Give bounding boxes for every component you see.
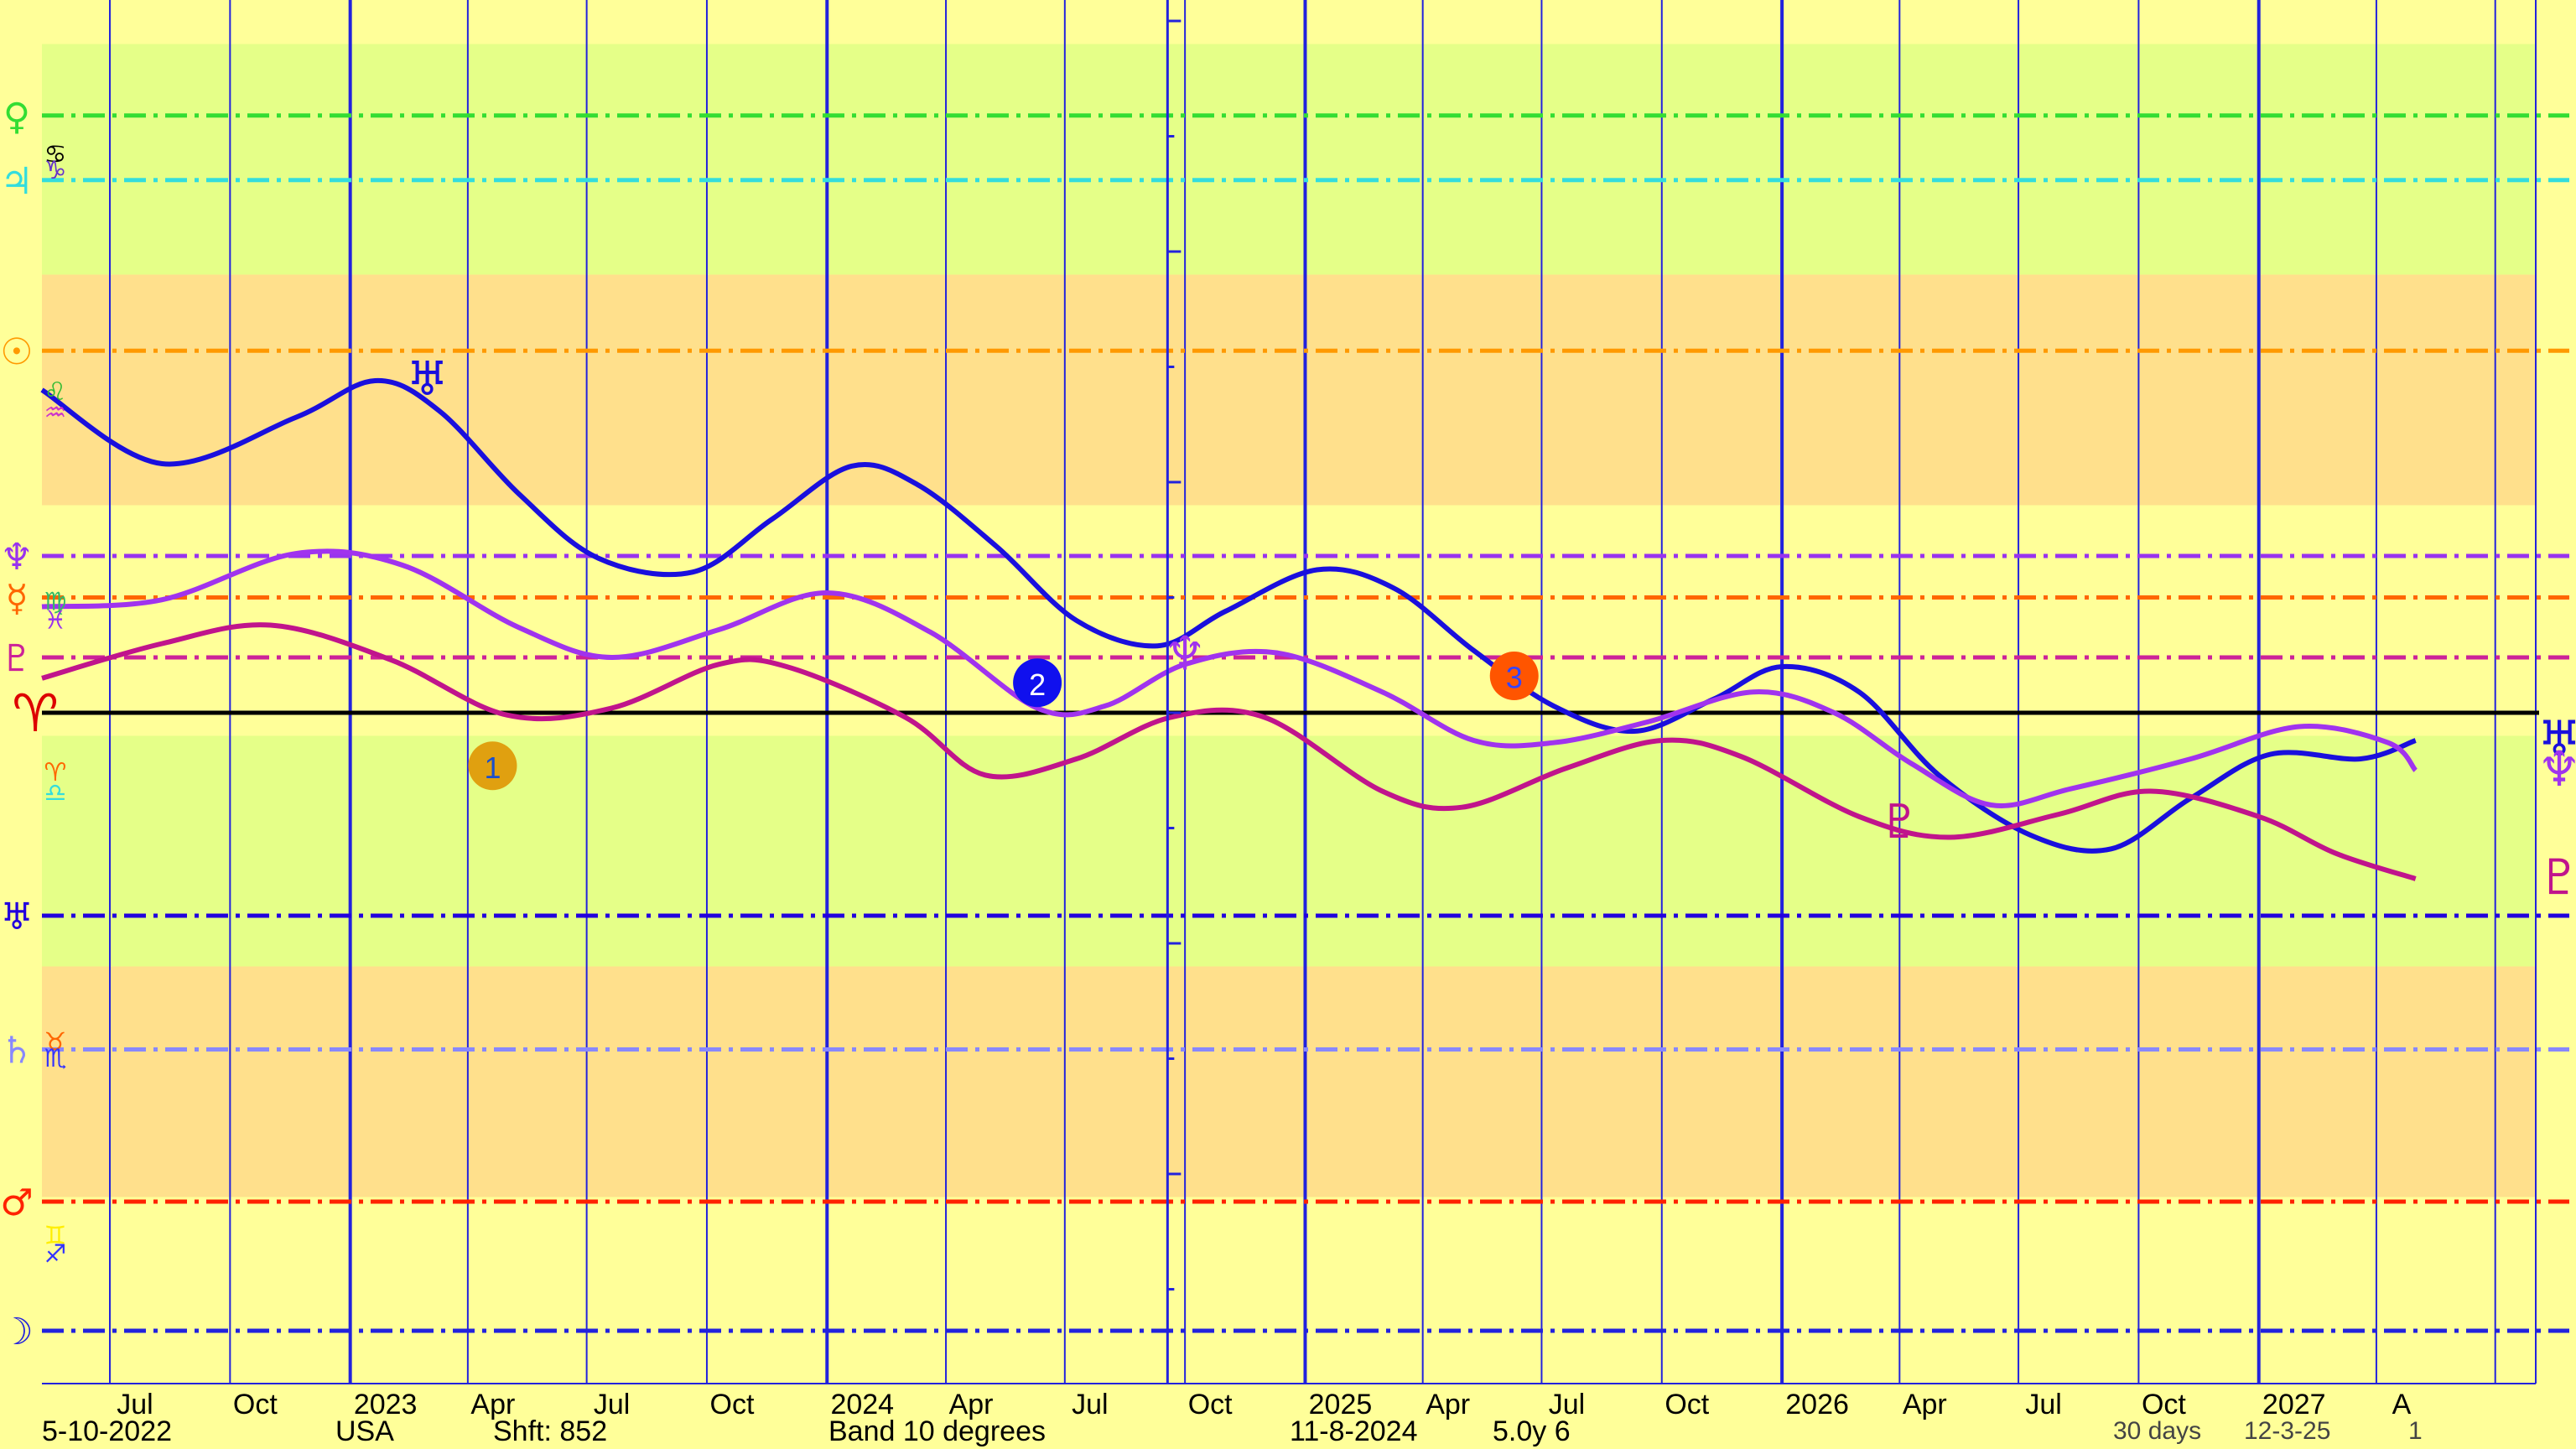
band-4	[42, 966, 2536, 1197]
series-end-glyphs: ♅♆ ♇	[2537, 710, 2576, 906]
planet-point-glyph: ♆	[1164, 626, 1206, 681]
series-end-glyph: ♅	[2537, 710, 2576, 767]
footer-shift: Shft: 852	[493, 1415, 607, 1447]
month-grid	[42, 0, 2537, 1384]
x-tick-label: Oct	[2142, 1389, 2186, 1420]
reference-glyph: ☽	[0, 1311, 33, 1353]
x-tick-label: Jul	[1549, 1389, 1585, 1420]
x-tick-label: Oct	[233, 1389, 278, 1420]
sign-glyph: ♏	[44, 1044, 67, 1073]
sign-glyph: ♉	[44, 1028, 67, 1057]
reference-glyph: ☿	[5, 578, 28, 621]
footer-current-date: 11-8-2024	[1290, 1415, 1418, 1447]
marker-circle	[1489, 652, 1539, 700]
band-0	[42, 44, 2536, 275]
reference-lines	[42, 113, 2569, 1333]
band-2	[42, 505, 2536, 736]
series-line-0	[40, 377, 2417, 854]
sign-glyph: ♋	[44, 140, 67, 169]
series-line-2	[41, 622, 2417, 881]
sign-glyph: ♒	[44, 398, 67, 428]
x-tick-label: Apr	[949, 1389, 994, 1420]
marker-label: 3	[1506, 661, 1523, 695]
sign-glyph: ♊	[44, 1222, 67, 1251]
x-tick-label: Jul	[1072, 1389, 1108, 1420]
numbered-markers: 1 2 3	[468, 652, 1539, 791]
x-tick-label: Jul	[117, 1389, 153, 1420]
planet-point-glyph: ♇	[1878, 795, 1920, 849]
sign-glyph: ♌	[44, 377, 67, 407]
x-axis-labels: Jul Oct 2023 Apr Jul Oct 2024 Apr Jul Oct 2025 Apr J…	[117, 1389, 2411, 1420]
x-tick-label: Jul	[594, 1389, 630, 1420]
x-tick-label: Oct	[1188, 1389, 1233, 1420]
series-end-glyph: ♆	[2537, 740, 2576, 797]
footer-page: 1	[2408, 1417, 2423, 1445]
x-tick-label: Oct	[1665, 1389, 1709, 1420]
planet-point-glyphs: ♅ ♆ ♇	[406, 352, 1920, 849]
x-tick-label: Apr	[1426, 1389, 1470, 1420]
footer-location: USA	[335, 1415, 394, 1447]
reference-glyph: ♂	[0, 1182, 33, 1224]
reference-glyph: ☉	[0, 330, 33, 373]
reference-glyph: ♀	[3, 96, 30, 138]
x-tick-label: 2024	[830, 1389, 894, 1420]
x-tick-label: 2027	[2262, 1389, 2326, 1420]
x-tick-label: Jul	[2025, 1389, 2061, 1420]
x-tick-label: Apr	[470, 1389, 515, 1420]
footer-start-date: 5-10-2022	[42, 1415, 172, 1447]
degree-bands	[42, 44, 2536, 1428]
x-tick-label: Apr	[1903, 1389, 1947, 1420]
footer-run-date: 12-3-25	[2244, 1417, 2330, 1445]
sign-glyph: ♈	[44, 758, 67, 787]
planet-point-glyph: ♅	[406, 352, 448, 407]
planet-series	[40, 377, 2418, 881]
marker-label: 2	[1029, 667, 1046, 702]
sign-glyph: ♐	[44, 1240, 67, 1270]
x-tick-label: 2023	[354, 1389, 418, 1420]
left-axis-glyphs: ♀♃☉♆☿♇♅♄♂☽♈♋♑♌♒♍♓♈♎♉♏♊♐	[0, 96, 66, 1353]
footer-info: 5-10-2022 USA Shft: 852 Band 10 degrees …	[42, 1415, 2423, 1447]
current-date-axis	[1166, 0, 1182, 1384]
marker-label: 1	[484, 750, 501, 785]
reference-glyph: ♄	[0, 1030, 33, 1072]
footer-step: 30 days	[2113, 1417, 2201, 1445]
band-1	[42, 274, 2536, 506]
band-3	[42, 735, 2536, 967]
series-end-glyph: ♇	[2537, 849, 2576, 906]
footer-span: 5.0y 6	[1493, 1415, 1571, 1447]
x-tick-label: 2026	[1785, 1389, 1849, 1420]
marker-circle	[468, 741, 517, 791]
zero-glyph: ♈	[12, 683, 59, 744]
sign-glyph: ♎	[44, 779, 67, 808]
reference-glyph: ♅	[0, 896, 33, 938]
sign-glyph: ♓	[44, 605, 67, 635]
marker-circle	[1013, 658, 1062, 708]
band-5	[42, 1197, 2536, 1428]
series-line-1	[41, 548, 2418, 808]
x-tick-label: Oct	[710, 1389, 755, 1420]
reference-glyph: ♇	[0, 637, 33, 680]
sign-glyph: ♍	[44, 587, 67, 616]
x-tick-label: A	[2392, 1389, 2412, 1420]
reference-glyph: ♃	[0, 160, 33, 203]
sign-glyph: ♑	[44, 156, 67, 185]
reference-glyph: ♆	[0, 536, 33, 579]
x-tick-label: 2025	[1309, 1389, 1373, 1420]
footer-band: Band 10 degrees	[828, 1415, 1046, 1447]
